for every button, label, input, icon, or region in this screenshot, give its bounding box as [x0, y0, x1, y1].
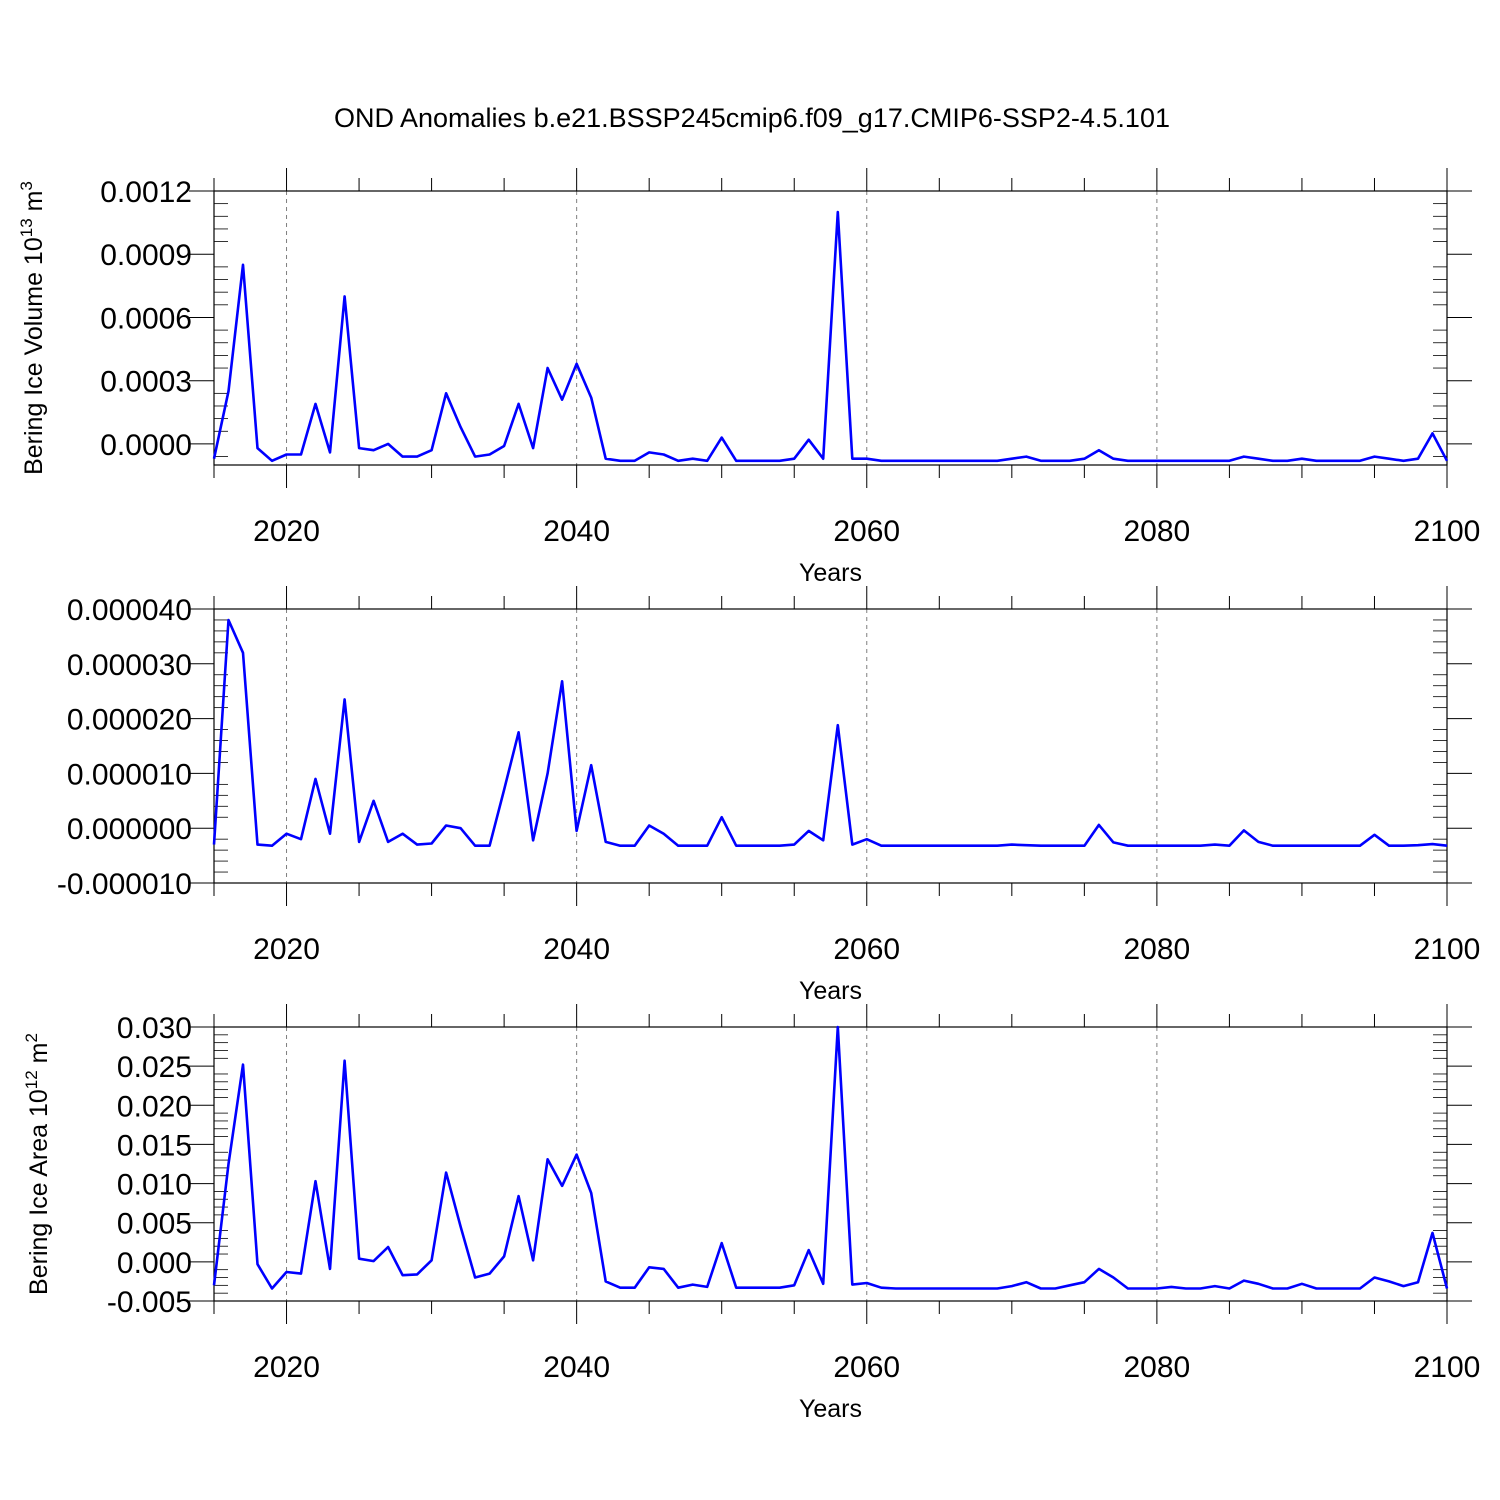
y-tick-label: 0.0000 — [100, 429, 192, 462]
x-tick-label: 2040 — [543, 515, 610, 548]
x-tick-label: 2020 — [253, 515, 320, 548]
panel-1: 2020 2040 2060 2080 2100 Years 0.0000 0.0003 0.0… — [17, 168, 1480, 587]
y-tick-label: -0.000010 — [57, 868, 192, 901]
x-tick-label: 2080 — [1124, 1351, 1191, 1384]
y-tick-label: 0.000020 — [67, 704, 192, 737]
x-tick-label: 2060 — [833, 1351, 900, 1384]
series-line — [212, 1025, 1449, 1290]
y-tick-label: 0.000010 — [67, 758, 192, 791]
chart-title: OND Anomalies b.e21.BSSP245cmip6.f09_g17… — [334, 103, 1170, 133]
y-tick-label: 0.000000 — [67, 813, 192, 846]
y-tick-label: 0.0012 — [100, 176, 192, 209]
x-tick-label: 2020 — [253, 1351, 320, 1384]
y-axis-title: Bering Ice Area 1012 m2 — [22, 1033, 53, 1295]
y-tick-label: 0.025 — [117, 1051, 192, 1084]
x-tick-label: 2060 — [833, 515, 900, 548]
x-axis-title: Years — [799, 977, 862, 1005]
y-tick-label: 0.010 — [117, 1169, 192, 1202]
panels: 2020 2040 2060 2080 2100 Years 0.0000 0.0003 0.0… — [17, 168, 1480, 1423]
x-tick-label: 2080 — [1124, 515, 1191, 548]
y-tick-label: 0.000040 — [67, 594, 192, 627]
x-tick-label: 2100 — [1414, 933, 1481, 966]
y-tick-label: 0.0006 — [100, 302, 192, 335]
x-tick-label: 2040 — [543, 1351, 610, 1384]
x-axis-title: Years — [799, 559, 862, 587]
plot-frame — [213, 608, 1448, 884]
x-axis-title: Years — [799, 1395, 862, 1423]
panel-3: 2020 2040 2060 2080 2100 Years -0.005 0.000 0.00… — [22, 1004, 1480, 1423]
y-tick-label: 0.005 — [117, 1208, 192, 1241]
y-tick-label: 0.000 — [117, 1247, 192, 1280]
panel-2: 2020 2040 2060 2080 2100 Years -0.000010 0.0000… — [57, 586, 1481, 1005]
x-tick-label: 2040 — [543, 933, 610, 966]
series-line — [212, 618, 1448, 848]
y-tick-label: 0.0009 — [100, 239, 192, 272]
y-axis-title: Bering Ice Volume 1013 m3 — [17, 181, 48, 475]
x-tick-label: 2100 — [1414, 515, 1481, 548]
x-tick-label: 2100 — [1414, 1351, 1481, 1384]
y-tick-label: 0.020 — [117, 1090, 192, 1123]
y-tick-label: 0.030 — [117, 1012, 192, 1045]
y-tick-label: 0.015 — [117, 1129, 192, 1162]
x-tick-label: 2020 — [253, 933, 320, 966]
plot-frame — [213, 1026, 1448, 1302]
series-line — [212, 210, 1449, 463]
x-tick-label: 2060 — [833, 933, 900, 966]
x-tick-label: 2080 — [1124, 933, 1191, 966]
y-tick-label: 0.0003 — [100, 366, 192, 399]
y-tick-label: 0.000030 — [67, 649, 192, 682]
plot-frame — [213, 190, 1448, 466]
y-tick-label: -0.005 — [107, 1286, 192, 1319]
